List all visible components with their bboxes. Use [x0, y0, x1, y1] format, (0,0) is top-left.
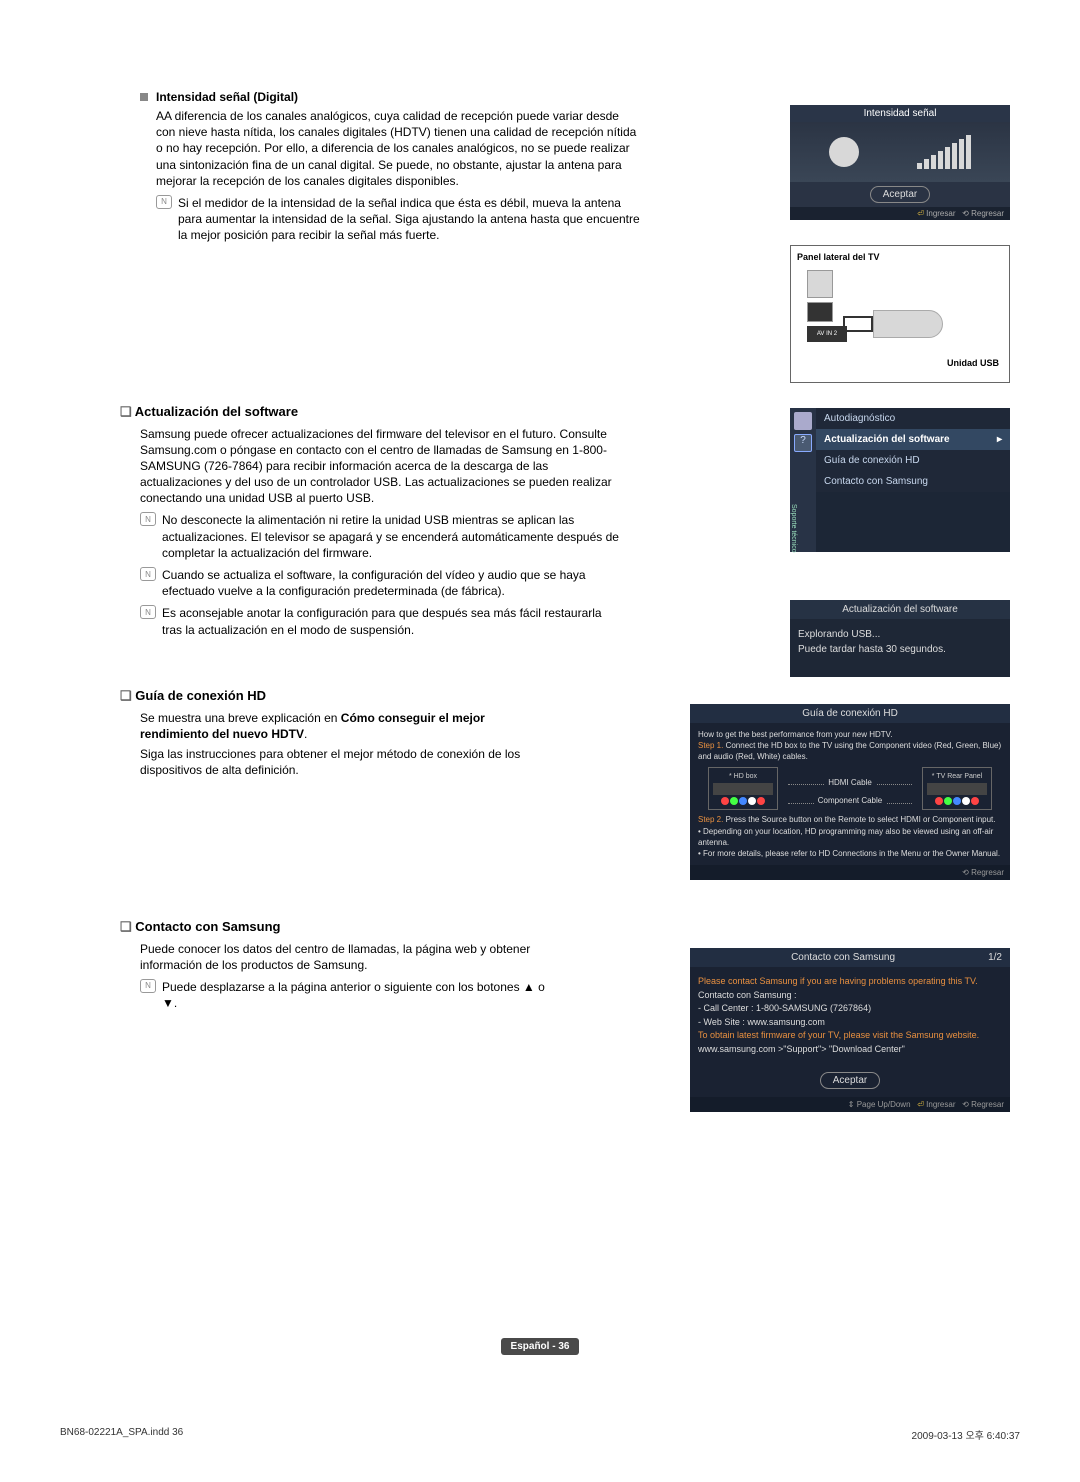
menu-icon-help: ? [794, 434, 812, 452]
print-footer: BN68-02221A_SPA.indd 36 2009-03-13 오후 6:… [60, 1427, 1020, 1442]
signal-hints: ⏎ Ingresar ⟲ Regresar [790, 207, 1010, 220]
signal-strength-panel: Intensidad señal Aceptar ⏎ Ingresar ⟲ Re… [790, 105, 1010, 220]
section3-body1: Se muestra una breve explicación en Cómo… [140, 710, 550, 742]
hd-step1: Step 1. Connect the HD box to the TV usi… [698, 740, 1002, 762]
signal-title: Intensidad señal [790, 105, 1010, 122]
av-port-icon: AV IN 2 [807, 326, 847, 342]
support-menu-panel: ? Soporte técnico Autodiagnóstico Actual… [790, 408, 1010, 552]
usb-panel: Panel lateral del TV AV IN 2 Unidad USB [790, 245, 1010, 383]
note-icon: N [140, 605, 156, 619]
hd-foot1: • Depending on your location, HD program… [698, 826, 1002, 848]
section2-body: Samsung puede ofrecer actualizaciones de… [140, 426, 620, 507]
hd-foot2: • For more details, please refer to HD C… [698, 848, 1002, 859]
update-title: Actualización del software [790, 600, 1010, 619]
menu-item-contact[interactable]: Contacto con Samsung [816, 471, 1010, 492]
hdmi-port-icon [807, 270, 833, 298]
bullet-icon [140, 93, 148, 101]
section1-note: Si el medidor de la intensidad de la señ… [178, 195, 640, 244]
note-icon: N [140, 512, 156, 526]
section2-note2: Cuando se actualiza el software, la conf… [162, 567, 620, 599]
update-panel: Actualización del software Explorando US… [790, 600, 1010, 677]
accept-button[interactable]: Aceptar [870, 186, 930, 203]
contact-page: 1/2 [988, 952, 1002, 963]
update-line2: Puede tardar hasta 30 segundos. [798, 642, 1002, 657]
section1-title: Intensidad señal (Digital) [156, 90, 298, 104]
section4-body: Puede conocer los datos del centro de ll… [140, 941, 550, 973]
contact-l4: - Web Site : www.samsung.com [698, 1016, 1002, 1030]
section4-title: Contacto con Samsung [120, 919, 550, 935]
page-number: Español - 36 [0, 1338, 1080, 1352]
section1-body: AA diferencia de los canales analógicos,… [156, 108, 640, 189]
section3-body2: Siga las instrucciones para obtener el m… [140, 746, 550, 778]
contact-l2: Contacto con Samsung : [698, 989, 1002, 1003]
hd-title: Guía de conexión HD [690, 704, 1010, 723]
hd-box-right: * TV Rear Panel [922, 767, 992, 811]
hd-step2: Step 2. Press the Source button on the R… [698, 814, 1002, 825]
contact-panel: Contacto con Samsung 1/2 Please contact … [690, 948, 1010, 1112]
section2-title: Actualización del software [120, 404, 620, 420]
update-line1: Explorando USB... [798, 627, 1002, 642]
signal-bars-icon [917, 135, 971, 169]
hd-cables: HDMI Cable Component Cable [778, 767, 922, 809]
hd-line1: How to get the best performance from you… [698, 729, 1002, 740]
menu-icon-top [794, 412, 812, 430]
usb-panel-label: Panel lateral del TV [797, 252, 1003, 262]
hd-box-left: * HD box [708, 767, 778, 811]
contact-accept-button[interactable]: Aceptar [820, 1072, 880, 1089]
menu-side-label: Soporte técnico [790, 456, 797, 553]
usb-port-icon [807, 302, 833, 322]
contact-footer: ⇕ Page Up/Down ⏎ Ingresar ⟲ Regresar [690, 1097, 1010, 1112]
menu-item-hdguide[interactable]: Guía de conexión HD [816, 450, 1010, 471]
section2-note3: Es aconsejable anotar la configuración p… [162, 605, 620, 637]
hd-footer: ⟲ Regresar [690, 865, 1010, 880]
section3-title: Guía de conexión HD [120, 688, 550, 704]
usb-label: Unidad USB [947, 358, 999, 368]
note-icon: N [140, 567, 156, 581]
contact-title: Contacto con Samsung [791, 952, 895, 963]
section2-note1: No desconecte la alimentación ni retire … [162, 512, 620, 561]
note-icon: N [156, 195, 172, 209]
contact-l1: Please contact Samsung if you are having… [698, 975, 1002, 989]
contact-l6: www.samsung.com >"Support"> "Download Ce… [698, 1043, 1002, 1057]
menu-item-update[interactable]: Actualización del software [816, 429, 1010, 450]
section4-note: Puede desplazarse a la página anterior o… [162, 979, 550, 1011]
satellite-icon [829, 137, 859, 167]
usb-stick-icon [843, 310, 953, 340]
menu-item-autodiag[interactable]: Autodiagnóstico [816, 408, 1010, 429]
note-icon: N [140, 979, 156, 993]
contact-l5: To obtain latest firmware of your TV, pl… [698, 1029, 1002, 1043]
hd-guide-panel: Guía de conexión HD How to get the best … [690, 704, 1010, 880]
contact-l3: - Call Center : 1-800-SAMSUNG (7267864) [698, 1002, 1002, 1016]
